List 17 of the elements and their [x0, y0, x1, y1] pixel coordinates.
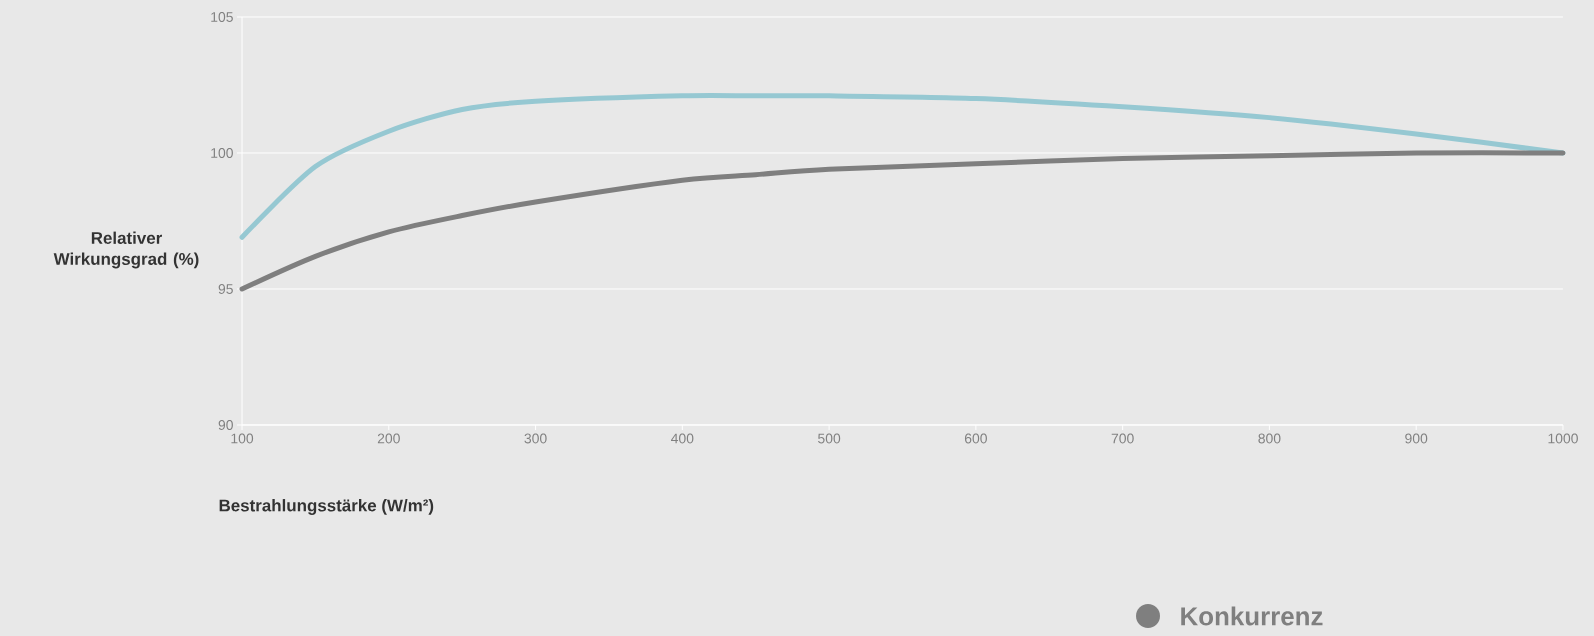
x-tick-label: 400: [671, 433, 694, 444]
x-axis-title: Bestrahlungsstärke (W/m²): [219, 499, 434, 515]
x-tick-label: 600: [964, 433, 987, 444]
x-tick-label: 200: [377, 433, 400, 444]
y-tick-label: 100: [211, 148, 233, 158]
y-tick-label: 95: [218, 284, 233, 294]
legend-label: Konkurrenz: [1181, 606, 1323, 626]
x-tick-label: 500: [818, 433, 841, 444]
x-tick-label: 1000: [1548, 433, 1578, 444]
x-tick-label: 100: [231, 433, 254, 444]
x-tick-label: 700: [1111, 433, 1134, 444]
y-axis-title: Relativer Wirkungsgrad (%): [53, 231, 199, 269]
x-tick-label: 800: [1258, 433, 1281, 444]
x-tick-label: 300: [524, 433, 547, 444]
x-tick-label: 900: [1405, 433, 1428, 444]
y-tick-label: 105: [211, 12, 233, 22]
y-tick-label: 90: [218, 420, 233, 430]
